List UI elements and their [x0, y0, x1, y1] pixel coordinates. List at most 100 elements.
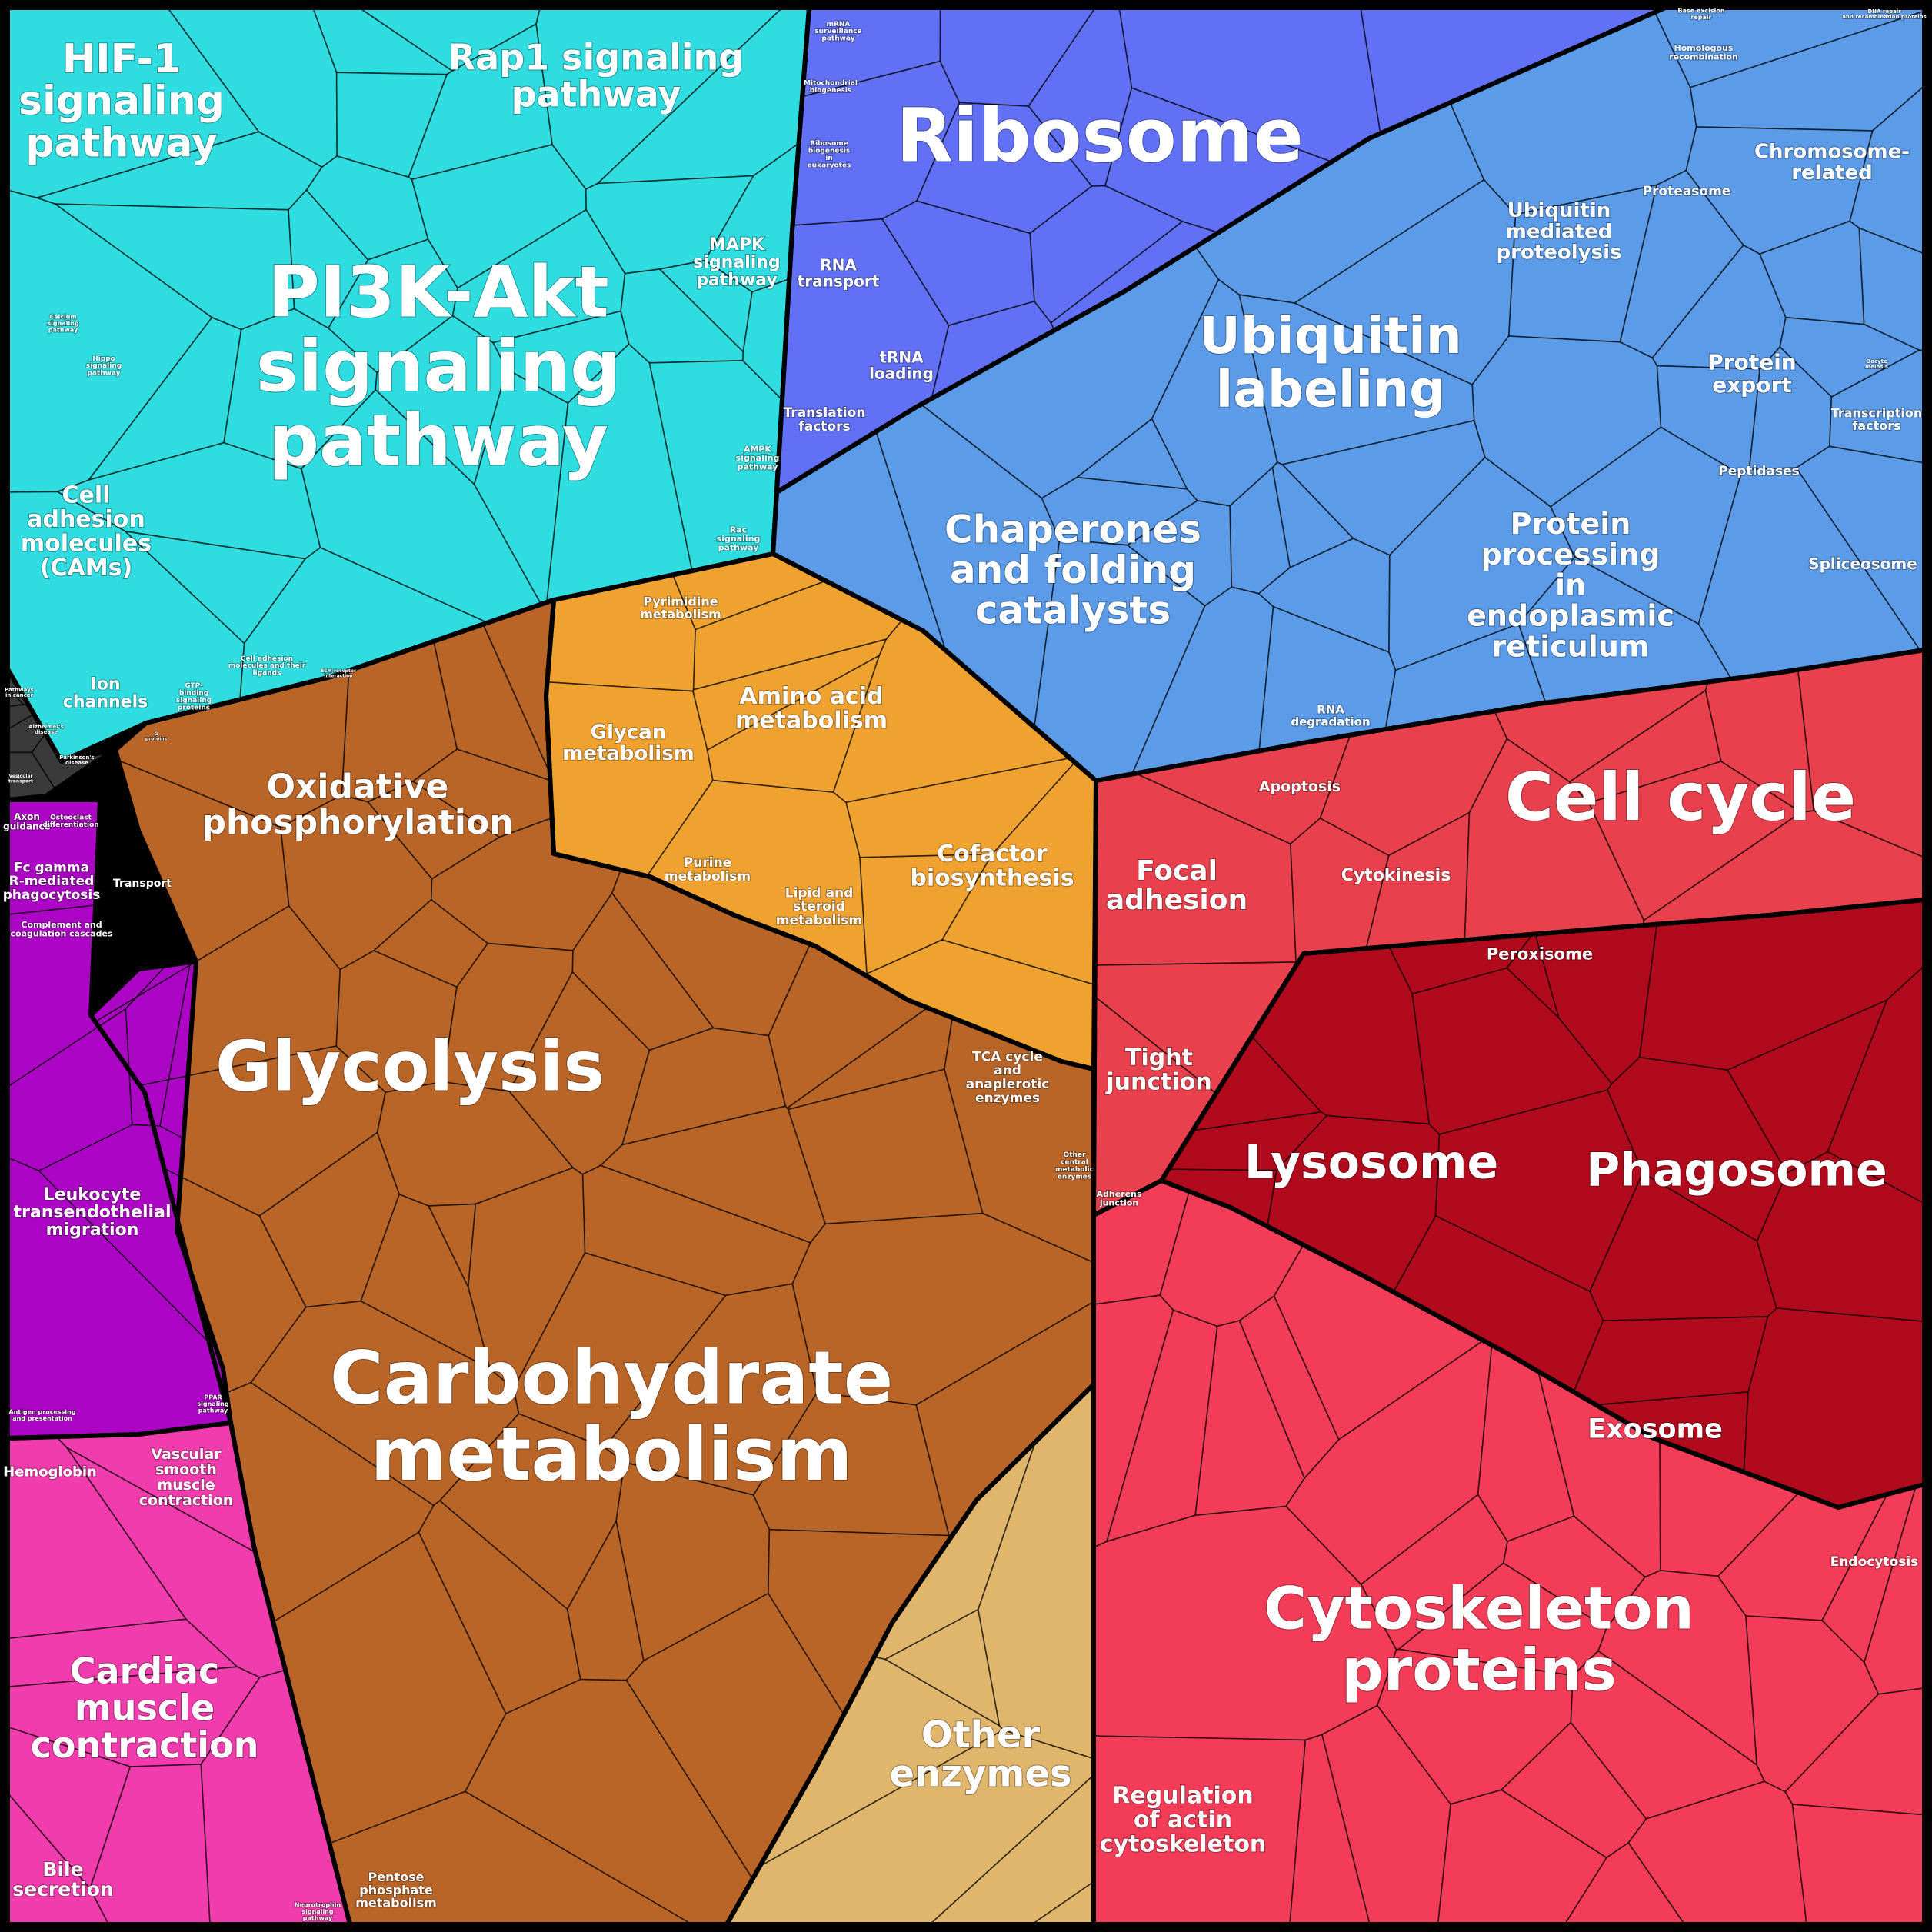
label-hif1: HIF-1 signaling pathway	[18, 36, 225, 166]
label-line: Spliceosome	[1808, 555, 1917, 573]
label-line: phagocytosis	[3, 888, 101, 903]
label-line: Base excision	[1677, 8, 1725, 15]
label-line: HIF-1	[62, 36, 182, 82]
label-line: metabolic	[1055, 1166, 1094, 1174]
protein-cell	[91, 746, 290, 1028]
label-leukocyte: Leukocyte transendothelial migration	[14, 1185, 172, 1240]
label-osteoclast: Osteoclast differentiation	[42, 814, 98, 830]
protein-cell	[1849, 81, 1924, 257]
label-pyrimidine: Pyrimidine metabolism	[640, 594, 721, 621]
label-glycan: Glycan metabolism	[562, 721, 695, 765]
protein-cell	[1607, 1056, 1788, 1242]
label-line: pathway	[696, 271, 778, 290]
label-line: Amino acid	[740, 683, 884, 710]
label-line: signaling	[301, 1908, 334, 1915]
protein-cell	[38, 1124, 231, 1371]
label-line: meiosis	[1865, 364, 1888, 370]
protein-cell	[1627, 1780, 1808, 1924]
label-line: metabolism	[355, 1896, 437, 1910]
label-oocyte: Oocyte meiosis	[1865, 358, 1888, 370]
label-line: pathway	[511, 74, 681, 115]
label-homologous: Homologous recombination	[1669, 43, 1738, 62]
region-immune	[8, 800, 231, 1438]
label-line: muscle	[157, 1477, 215, 1494]
label-line: R-mediated	[9, 874, 95, 889]
label-line: disease	[65, 760, 88, 766]
label-line: pathway	[198, 1407, 228, 1414]
label-line: repair	[1690, 14, 1711, 21]
protein-cell	[8, 1787, 112, 1924]
label-line: Other	[1064, 1151, 1086, 1159]
label-line: muscle	[75, 1687, 215, 1729]
label-line: proteins	[178, 704, 210, 711]
label-line: Axon	[14, 811, 40, 822]
label-cytokinesis: Cytokinesis	[1341, 866, 1451, 885]
label-line: phosphate	[359, 1883, 433, 1897]
label-line: Chromosome-	[1754, 141, 1910, 164]
region-disease	[8, 669, 115, 800]
label-base-excision: Base excision repair	[1677, 8, 1725, 21]
protein-cell	[581, 1164, 811, 1297]
label-line: molecules	[21, 531, 152, 558]
label-transcription-factors: Transcription factors	[1831, 405, 1923, 433]
label-line: Vesicular	[9, 774, 33, 779]
protein-cell	[692, 638, 888, 751]
region-ubiquitin	[773, 8, 1924, 781]
label-cofactor: Cofactor biosynthesis	[910, 841, 1074, 892]
protein-cell	[661, 554, 909, 631]
label-line: Leukocyte	[44, 1185, 142, 1204]
protein-cell	[1566, 1315, 1769, 1408]
region-other-enzymes-cells	[727, 1384, 1094, 1924]
label-line: mRNA	[827, 21, 851, 28]
region-cytoskeleton	[1094, 1181, 1924, 1924]
label-ubiquitin-labeling: Ubiquitin labeling	[1199, 306, 1461, 418]
label-line: signaling	[717, 534, 761, 544]
label-amino-acid: Amino acid metabolism	[735, 683, 888, 734]
label-line: surveillance	[814, 28, 861, 35]
label-line: transendothelial	[14, 1203, 172, 1222]
label-line: Homologous	[1674, 43, 1734, 53]
label-proteasome: Proteasome	[1643, 184, 1731, 199]
label-line: Rac	[730, 525, 747, 535]
label-line: differentiation	[42, 821, 98, 829]
protein-cell	[367, 780, 501, 880]
protein-cell	[8, 1423, 188, 1640]
protein-cell	[327, 238, 458, 374]
label-line: migration	[46, 1221, 139, 1240]
label-line: signaling	[47, 320, 79, 327]
protein-cell	[1376, 1648, 1574, 1805]
protein-cell	[234, 546, 641, 761]
label-line: metabolism	[735, 708, 888, 734]
label-neurotrophin: Neurotrophin signaling pathway	[295, 1902, 341, 1922]
label-cell-cycle: Cell cycle	[1505, 759, 1856, 836]
protein-cell	[658, 259, 753, 353]
label-line: pathway	[738, 462, 778, 472]
label-cams: Cell adhesion molecules (CAMs)	[21, 482, 152, 582]
label-line: Rap1 signaling	[448, 36, 744, 78]
region-lysosome-phagosome	[1161, 900, 1924, 1507]
label-line: catalysts	[975, 588, 1171, 633]
label-ribosome: Ribosome	[896, 93, 1304, 179]
label-cytoskeleton: Cytoskeleton proteins	[1264, 1574, 1694, 1704]
label-line: recombination	[1669, 52, 1738, 62]
protein-cell	[89, 1764, 212, 1924]
label-line: Purine	[684, 855, 731, 871]
label-chaperones: Chaperones and folding catalysts	[944, 508, 1201, 633]
label-peptidases: Peptidases	[1718, 464, 1800, 479]
label-line: Ribosome	[896, 93, 1304, 179]
protein-cell	[1745, 1615, 1880, 1793]
protein-cell	[163, 8, 338, 168]
label-line: Other	[921, 1714, 1040, 1757]
label-line: Ion	[91, 675, 121, 694]
label-gtp-binding: GTP-binding signaling proteins	[176, 682, 212, 711]
label-line: guidance	[3, 821, 51, 832]
protein-cell	[1025, 538, 1206, 781]
label-line: Endocytosis	[1830, 1554, 1919, 1570]
label-line: adhesion	[27, 506, 145, 533]
label-other-enzymes: Other enzymes	[889, 1714, 1071, 1795]
label-line: export	[1712, 372, 1792, 398]
region-metabolism	[546, 554, 1096, 1069]
label-calcium: Calcium signaling pathway	[47, 314, 79, 334]
label-line: signaling	[176, 697, 212, 705]
label-line: smooth	[155, 1461, 217, 1478]
